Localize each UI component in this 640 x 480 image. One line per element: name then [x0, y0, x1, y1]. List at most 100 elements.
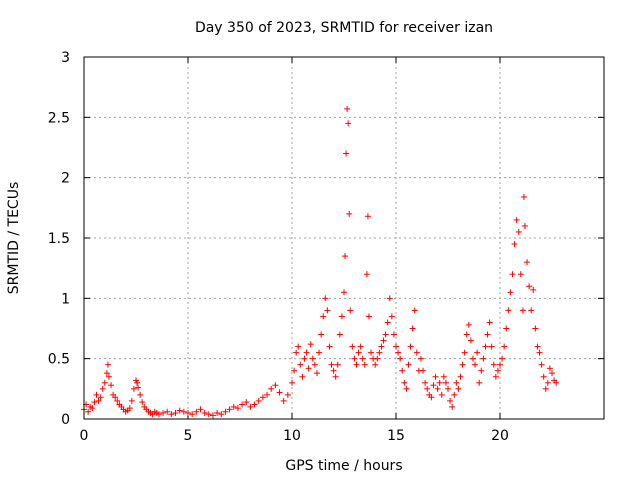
- data-point: [351, 355, 358, 362]
- data-point: [318, 331, 325, 338]
- data-point: [295, 343, 302, 350]
- data-point: [343, 150, 350, 157]
- data-point: [384, 319, 391, 326]
- data-point: [451, 391, 458, 398]
- data-point: [424, 385, 431, 392]
- data-point: [528, 307, 535, 314]
- data-point: [542, 385, 549, 392]
- data-point: [422, 379, 429, 386]
- data-point: [420, 367, 427, 374]
- y-axis-label: SRMTID / TECUs: [6, 182, 22, 295]
- data-point: [497, 361, 503, 368]
- x-tick-label: 15: [387, 428, 405, 444]
- data-point: [103, 370, 110, 377]
- data-point: [230, 403, 237, 410]
- data-point: [97, 394, 104, 401]
- data-point: [486, 319, 493, 326]
- data-point: [445, 385, 451, 392]
- data-point: [222, 408, 229, 415]
- data-point: [380, 337, 387, 344]
- data-point: [411, 307, 418, 314]
- data-point: [324, 307, 331, 314]
- data-point: [214, 409, 221, 416]
- data-point: [428, 394, 435, 401]
- y-tick-label: 3: [61, 50, 70, 66]
- data-point: [488, 343, 495, 350]
- data-point: [128, 397, 135, 404]
- data-point: [247, 403, 254, 410]
- data-point: [259, 394, 266, 401]
- data-point: [357, 343, 364, 350]
- data-point: [490, 361, 497, 368]
- data-point: [345, 120, 352, 127]
- data-point: [85, 408, 92, 415]
- data-point: [376, 349, 383, 356]
- data-point: [382, 331, 389, 338]
- data-point: [482, 343, 489, 350]
- data-point: [476, 379, 483, 386]
- data-point: [532, 325, 539, 332]
- data-point: [334, 361, 341, 368]
- data-point: [101, 379, 108, 386]
- data-point: [189, 411, 196, 418]
- data-point: [293, 349, 300, 356]
- data-point: [519, 307, 526, 314]
- data-point: [91, 399, 98, 406]
- data-point: [104, 361, 111, 368]
- data-point: [180, 408, 187, 415]
- data-point: [378, 343, 385, 350]
- data-point: [268, 385, 275, 392]
- data-point: [139, 399, 146, 406]
- data-point: [388, 313, 395, 320]
- data-point: [346, 210, 353, 217]
- data-point: [372, 361, 379, 368]
- data-point: [99, 385, 106, 392]
- data-point: [349, 343, 356, 350]
- data-point: [299, 373, 306, 380]
- data-point: [521, 222, 528, 229]
- data-point: [455, 385, 462, 392]
- data-point: [526, 283, 533, 290]
- y-tick-label: 0.5: [48, 352, 70, 368]
- data-point: [374, 355, 381, 362]
- data-point: [480, 355, 487, 362]
- data-point: [409, 325, 416, 332]
- data-point: [549, 370, 555, 377]
- data-point: [311, 361, 318, 368]
- data-point: [239, 401, 246, 408]
- data-point: [399, 367, 406, 374]
- data-point: [474, 349, 481, 356]
- data-point: [320, 313, 327, 320]
- data-point: [463, 331, 470, 338]
- data-point: [205, 411, 212, 418]
- data-point: [494, 367, 501, 374]
- data-point: [534, 343, 541, 350]
- data-point: [264, 391, 271, 398]
- data-point: [185, 409, 191, 416]
- data-point: [438, 391, 445, 398]
- data-point: [93, 391, 100, 398]
- data-point: [365, 313, 372, 320]
- data-point: [126, 405, 133, 412]
- data-point: [255, 397, 262, 404]
- data-point: [368, 349, 375, 356]
- data-point: [135, 384, 142, 391]
- data-point: [330, 367, 337, 374]
- data-point: [305, 365, 312, 372]
- data-point: [359, 355, 366, 362]
- data-point: [484, 331, 491, 338]
- data-point: [436, 379, 443, 386]
- data-point: [457, 373, 464, 380]
- data-point: [218, 411, 225, 418]
- data-point: [176, 407, 183, 414]
- data-point: [449, 403, 456, 410]
- data-point: [553, 379, 560, 386]
- plot-frame: [83, 56, 605, 420]
- data-point: [503, 325, 510, 332]
- data-point: [492, 373, 499, 380]
- data-point: [432, 373, 439, 380]
- data-point: [342, 253, 349, 260]
- data-point: [297, 361, 304, 368]
- data-point: [403, 385, 410, 392]
